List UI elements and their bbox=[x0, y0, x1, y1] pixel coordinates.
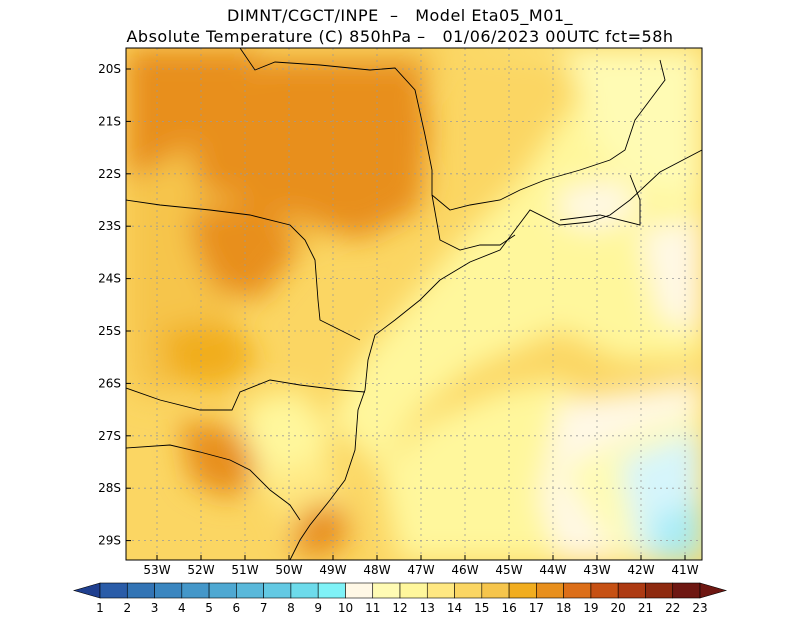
colorbar-swatch bbox=[154, 582, 183, 599]
colorbar-swatch bbox=[399, 582, 428, 599]
colorbar-swatch bbox=[563, 582, 592, 599]
lon-label: 45W bbox=[495, 563, 522, 577]
lon-label: 43W bbox=[583, 563, 610, 577]
lat-label: 20S bbox=[98, 62, 121, 76]
colorbar-arrow-left bbox=[72, 582, 101, 599]
lon-label: 48W bbox=[363, 563, 390, 577]
lon-label: 42W bbox=[627, 563, 654, 577]
colorbar-label: 7 bbox=[260, 601, 268, 615]
colorbar-label: 20 bbox=[611, 601, 626, 615]
colorbar-swatch bbox=[426, 582, 455, 599]
lon-label: 47W bbox=[407, 563, 434, 577]
colorbar-label: 2 bbox=[123, 601, 131, 615]
colorbar-label: 14 bbox=[447, 601, 462, 615]
colorbar-swatch bbox=[672, 582, 701, 599]
lat-label: 25S bbox=[98, 324, 121, 338]
lon-label: 46W bbox=[451, 563, 478, 577]
colorbar-swatch bbox=[290, 582, 319, 599]
temperature-field bbox=[126, 48, 702, 560]
lat-label: 23S bbox=[98, 219, 121, 233]
colorbar-swatch bbox=[263, 582, 292, 599]
colorbar-label: 18 bbox=[556, 601, 571, 615]
coastline-and-borders bbox=[126, 48, 702, 560]
colorbar-swatch bbox=[181, 582, 210, 599]
colorbar-swatch bbox=[208, 582, 237, 599]
lon-label: 49W bbox=[319, 563, 346, 577]
chart-title-line-1: DIMNT/CGCT/INPE – Model Eta05_M01_ bbox=[226, 6, 574, 25]
colorbar-label: 19 bbox=[583, 601, 598, 615]
colorbar-swatch bbox=[345, 582, 374, 599]
graticule bbox=[126, 48, 702, 560]
colorbar-label: 17 bbox=[529, 601, 544, 615]
lat-label: 26S bbox=[98, 376, 121, 390]
colorbar-arrow-right bbox=[699, 582, 728, 599]
lon-label: 44W bbox=[539, 563, 566, 577]
lat-label: 21S bbox=[98, 114, 121, 128]
chart-title-line-2: Absolute Temperature (C) 850hPa – 01/06/… bbox=[126, 27, 674, 46]
colorbar-label: 23 bbox=[692, 601, 707, 615]
colorbar-label: 15 bbox=[474, 601, 489, 615]
map-frame bbox=[125, 47, 703, 561]
colorbar-swatch bbox=[454, 582, 483, 599]
colorbar-swatch bbox=[372, 582, 401, 599]
lat-label: 22S bbox=[98, 167, 121, 181]
lat-label: 24S bbox=[98, 272, 121, 286]
colorbar-label: 10 bbox=[338, 601, 353, 615]
lat-label: 28S bbox=[98, 481, 121, 495]
colorbar-swatch bbox=[617, 582, 646, 599]
colorbar-swatch bbox=[508, 582, 537, 599]
colorbar-label: 1 bbox=[96, 601, 104, 615]
colorbar-swatch bbox=[236, 582, 264, 599]
colorbar-label: 12 bbox=[392, 601, 407, 615]
colorbar-swatch bbox=[536, 582, 564, 599]
colorbar-label: 21 bbox=[638, 601, 653, 615]
lat-label: 29S bbox=[98, 534, 121, 548]
color-legend: 1 2 3 4 5 6 7 8 9 10 11 12 13 14 15 16 17 18 19 20 21 22 23 bbox=[72, 582, 728, 615]
colorbar-swatch bbox=[590, 582, 619, 599]
colorbar-label: 4 bbox=[178, 601, 186, 615]
colorbar-swatch bbox=[481, 582, 510, 599]
colorbar-label: 11 bbox=[365, 601, 380, 615]
colorbar-label: 5 bbox=[205, 601, 213, 615]
lon-label: 51W bbox=[231, 563, 258, 577]
colorbar-swatch bbox=[99, 582, 128, 599]
colorbar-swatch bbox=[317, 582, 346, 599]
lon-label: 52W bbox=[187, 563, 214, 577]
colorbar-label: 22 bbox=[665, 601, 680, 615]
lon-label: 53W bbox=[143, 563, 170, 577]
lon-label: 41W bbox=[671, 563, 698, 577]
colorbar-label: 8 bbox=[287, 601, 295, 615]
lat-label: 27S bbox=[98, 429, 121, 443]
colorbar-swatch bbox=[126, 582, 155, 599]
colorbar-swatch bbox=[645, 582, 674, 599]
colorbar-label: 13 bbox=[420, 601, 435, 615]
longitude-labels: 53W 52W 51W 50W 49W 48W 47W 46W 45W 44W 43W 42W 41W bbox=[143, 555, 699, 577]
colorbar-label: 9 bbox=[314, 601, 322, 615]
lon-label: 50W bbox=[275, 563, 302, 577]
colorbar-label: 6 bbox=[233, 601, 241, 615]
colorbar-label: 16 bbox=[501, 601, 516, 615]
colorbar-label: 3 bbox=[151, 601, 159, 615]
latitude-labels: 20S 21S 22S 23S 24S 25S 26S 27S 28S 29S bbox=[98, 62, 131, 548]
